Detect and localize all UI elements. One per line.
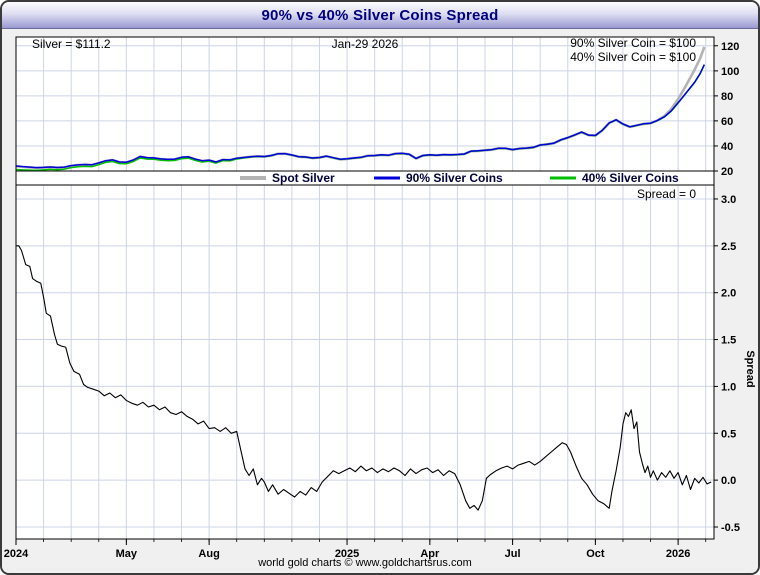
spread-panel — [16, 185, 714, 539]
x-tick-label: Aug — [198, 548, 219, 560]
y-tick-label-spread: 1.0 — [721, 381, 736, 393]
spread-axis-title: Spread — [744, 350, 756, 387]
legend-label-spot-silver: Spot Silver — [272, 171, 335, 185]
y-tick-label-price: 60 — [721, 116, 733, 128]
price-panel — [16, 37, 714, 171]
y-axis-price: 20 40 60 80 100 120 — [714, 41, 739, 178]
annotation-coin40: 40% Silver Coin = $100 — [570, 50, 696, 64]
footer-credit: world gold charts © www.goldchartsrus.co… — [257, 557, 472, 569]
y-tick-label-spread: 2.5 — [721, 241, 736, 253]
legend-label-90-silver-coins: 90% Silver Coins — [406, 171, 503, 185]
x-tick-label: 2026 — [666, 548, 690, 560]
annotations: Silver = $111.2 Jan-29 2026 90% Silver Coi… — [32, 36, 696, 201]
series-group-price — [16, 46, 706, 171]
annotation-silver-price: Silver = $111.2 — [32, 37, 111, 51]
series-group-spread — [16, 245, 712, 511]
chart-title: 90% vs 40% Silver Coins Spread — [261, 6, 499, 24]
x-axis: 2024 May Aug 2025 Apr Jul Oct 2026 — [4, 539, 707, 560]
series-90-silver-coins — [16, 64, 705, 169]
y-tick-label-spread: -0.5 — [721, 522, 740, 534]
legend: Spot Silver 90% Silver Coins 40% Silver Co… — [240, 171, 679, 185]
y-tick-label-price: 20 — [721, 166, 733, 178]
y-tick-label-spread: 3.0 — [721, 194, 736, 206]
title-bar: 90% vs 40% Silver Coins Spread — [2, 2, 758, 29]
y-tick-label-spread: 0.5 — [721, 428, 736, 440]
gridlines-price — [16, 37, 714, 171]
chart-canvas: Spot Silver 90% Silver Coins 40% Silver Co… — [2, 29, 758, 573]
y-tick-label-price: 120 — [721, 41, 739, 53]
y-tick-label-spread: 1.5 — [721, 335, 736, 347]
series-spread — [16, 245, 712, 511]
legend-label-40-silver-coins: 40% Silver Coins — [582, 171, 679, 185]
x-tick-label: Apr — [420, 548, 440, 560]
x-tick-label: 2025 — [335, 548, 359, 560]
y-tick-label-price: 100 — [721, 66, 739, 78]
x-tick-label: 2024 — [4, 548, 29, 560]
x-tick-label: Jul — [505, 548, 521, 560]
x-tick-label: Oct — [586, 548, 605, 560]
y-axis-spread: -0.5 0.0 0.5 1.0 1.5 2.0 2.5 3.0 — [714, 194, 740, 534]
annotation-spread-value: Spread = 0 — [637, 187, 696, 201]
x-tick-label: May — [116, 548, 138, 560]
y-tick-label-price: 80 — [721, 91, 733, 103]
gridlines-spread — [16, 185, 714, 539]
y-tick-label-spread: 0.0 — [721, 475, 736, 487]
annotation-date: Jan-29 2026 — [332, 37, 399, 51]
y-tick-label-price: 40 — [721, 141, 733, 153]
annotation-coin90: 90% Silver Coin = $100 — [570, 36, 696, 50]
y-tick-label-spread: 2.0 — [721, 288, 736, 300]
legend-strip — [15, 170, 715, 186]
